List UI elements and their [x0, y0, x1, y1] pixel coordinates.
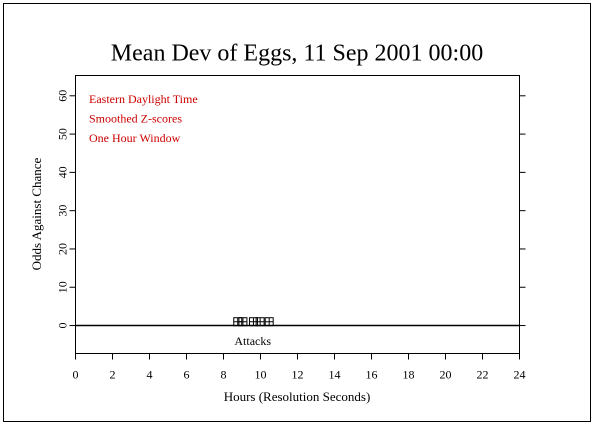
attack-marker	[238, 317, 248, 327]
series-label: Attacks	[234, 334, 271, 348]
x-tick-label: 24	[514, 367, 526, 381]
x-tick-label: 14	[329, 367, 341, 381]
x-tick-label: 22	[477, 367, 489, 381]
annotation: Eastern Daylight Time	[89, 92, 198, 106]
chart-title: Mean Dev of Eggs, 11 Sep 2001 00:00	[111, 41, 483, 67]
marker-cross	[265, 317, 274, 326]
marker-cross	[256, 317, 265, 326]
y-tick-label: 10	[55, 281, 69, 293]
annotation: Smoothed Z-scores	[89, 111, 182, 125]
y-tick-label: 20	[55, 243, 69, 255]
y-tick-label: 40	[55, 166, 69, 178]
x-tick-label: 4	[147, 367, 153, 381]
x-tick-label: 6	[184, 367, 190, 381]
attack-marker	[255, 317, 265, 327]
x-tick-label: 20	[440, 367, 452, 381]
y-tick-label: 60	[55, 90, 69, 102]
annotation: One Hour Window	[89, 131, 181, 145]
x-tick-label: 0	[73, 367, 79, 381]
x-tick-label: 2	[110, 367, 116, 381]
y-axis-label: Odds Against Chance	[29, 157, 44, 270]
x-tick-label: 10	[255, 367, 267, 381]
x-tick-label: 8	[221, 367, 227, 381]
y-tick-label: 30	[55, 205, 69, 217]
x-tick-label: 12	[292, 367, 304, 381]
y-tick-label: 50	[55, 128, 69, 140]
attack-marker	[264, 317, 274, 327]
outer-frame	[3, 3, 591, 422]
x-axis-label: Hours (Resolution Seconds)	[224, 389, 371, 404]
x-tick-label: 18	[403, 367, 415, 381]
y-tick-label: 0	[55, 323, 69, 329]
x-tick-label: 16	[366, 367, 378, 381]
marker-cross	[238, 317, 247, 326]
